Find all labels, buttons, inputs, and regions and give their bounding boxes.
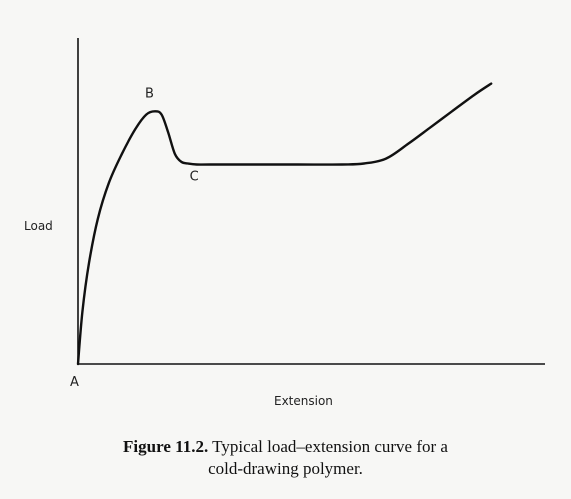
figure-number: Figure 11.2. bbox=[123, 437, 209, 456]
figure-caption: Figure 11.2. Typical load–extension curv… bbox=[20, 436, 551, 480]
caption-line-2: cold-drawing polymer. bbox=[208, 459, 363, 478]
load-extension-chart: A B C Load Extension bbox=[24, 38, 545, 408]
load-extension-curve bbox=[76, 82, 493, 366]
chart-axes bbox=[77, 38, 545, 365]
caption-line-1: Typical load–extension curve for a bbox=[208, 437, 448, 456]
point-labels: A B C bbox=[70, 86, 199, 390]
point-label-c: C bbox=[190, 170, 199, 185]
point-label-a: A bbox=[70, 375, 79, 390]
x-axis-label: Extension bbox=[274, 394, 333, 408]
y-axis-label: Load bbox=[24, 219, 53, 233]
point-label-b: B bbox=[145, 86, 154, 101]
